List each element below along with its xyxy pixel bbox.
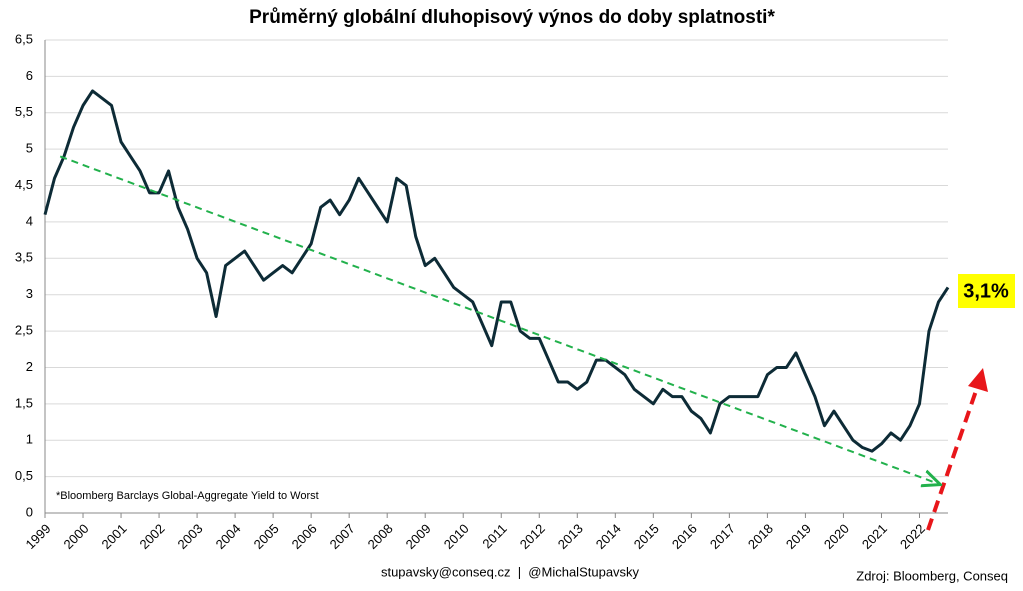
y-tick-label: 5,5 <box>15 104 33 119</box>
x-tick-label: 2012 <box>517 521 548 552</box>
annotation-box <box>958 274 1015 308</box>
y-tick-label: 4,5 <box>15 177 33 192</box>
source: Zdroj: Bloomberg, Conseq <box>856 568 1008 583</box>
y-tick-label: 6,5 <box>15 31 33 46</box>
y-tick-label: 6 <box>26 68 33 83</box>
x-tick-label: 2018 <box>745 521 776 552</box>
x-tick-label: 2017 <box>707 521 738 552</box>
x-tick-label: 2010 <box>441 521 472 552</box>
y-tick-label: 2,5 <box>15 323 33 338</box>
y-tick-label: 0 <box>26 504 33 519</box>
line <box>43 89 950 453</box>
arrow <box>926 384 980 531</box>
x-tick-label: 2020 <box>821 521 852 552</box>
x-tick-label: 2000 <box>61 521 92 552</box>
x-tick-label: 2019 <box>783 521 814 552</box>
x-tick-label: 2005 <box>251 521 282 552</box>
y-tick-label: 1,5 <box>15 395 33 410</box>
chart-title: Průměrný globální dluhopisový výnos do d… <box>249 7 775 28</box>
x-tick-label: 2014 <box>593 521 624 552</box>
x-tick-label: 2022 <box>897 521 928 552</box>
y-tick-label: 3 <box>26 286 33 301</box>
arrow-head <box>968 368 988 392</box>
y-tick-label: 5 <box>26 141 33 156</box>
y-tick-label: 1 <box>26 432 33 447</box>
x-tick-label: 2004 <box>213 521 244 552</box>
x-tick-label: 1999 <box>22 521 53 552</box>
x-tick-label: 2003 <box>175 521 206 552</box>
y-tick-label: 3,5 <box>15 250 33 265</box>
y-tick-label: 0,5 <box>15 468 33 483</box>
x-tick-label: 2011 <box>479 521 509 551</box>
x-tick-label: 2013 <box>555 521 586 552</box>
x-tick-label: 2015 <box>631 521 662 552</box>
x-tick-label: 2006 <box>289 521 320 552</box>
y-tick-label: 4 <box>26 213 33 228</box>
x-tick-label: 2021 <box>859 521 890 552</box>
footnote: *Bloomberg Barclays Global-Aggregate Yie… <box>56 490 319 502</box>
x-tick-label: 2008 <box>365 521 396 552</box>
x-tick-label: 2007 <box>327 521 358 552</box>
y-tick-label: 2 <box>26 359 33 374</box>
x-tick-label: 2002 <box>137 521 168 552</box>
x-tick-label: 2001 <box>99 521 130 552</box>
annotation: 3,1% <box>963 280 1009 302</box>
trend-line <box>59 155 938 483</box>
x-tick-label: 2009 <box>403 521 434 552</box>
x-tick-label: 2016 <box>669 521 700 552</box>
footer: stupavsky@conseq.cz | @MichalStupavsky <box>381 564 640 579</box>
